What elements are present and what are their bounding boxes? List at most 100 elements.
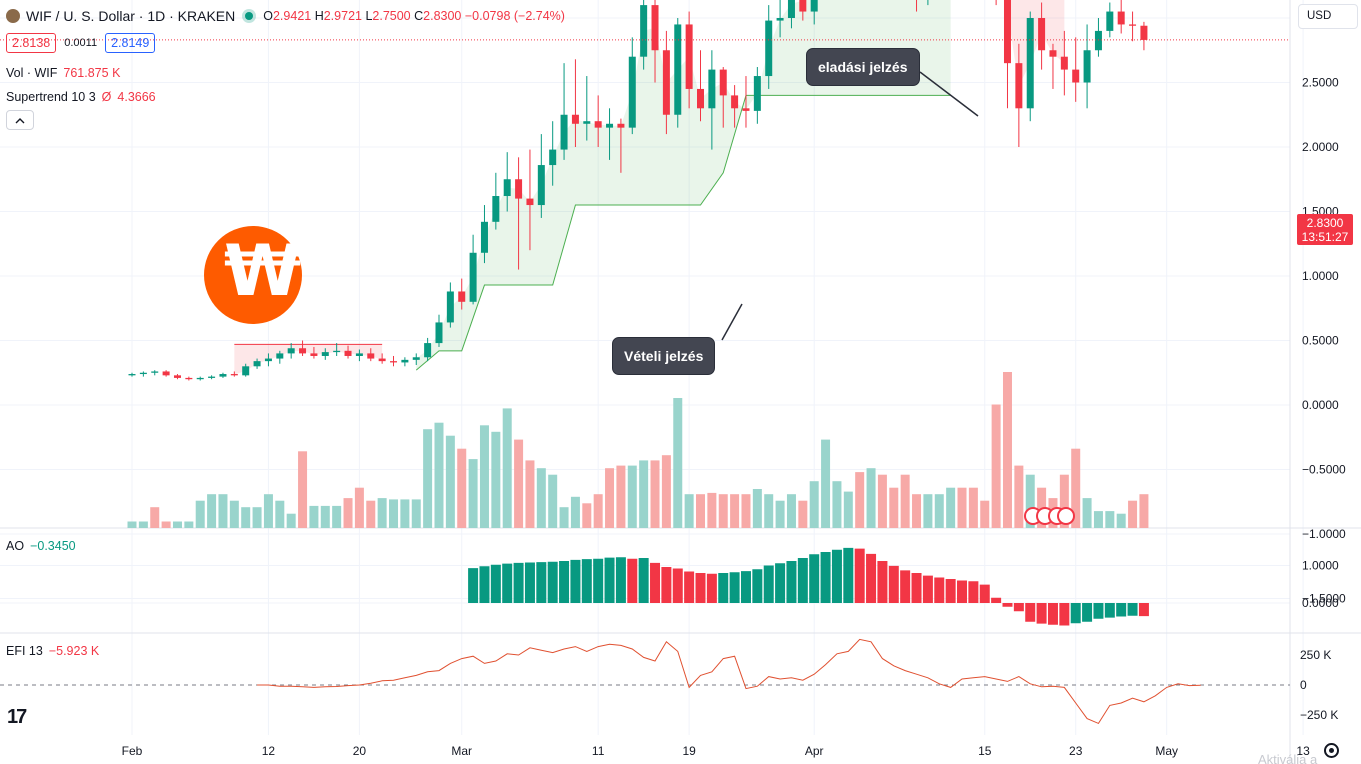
ao-bar: [945, 579, 956, 603]
efi-tick-label: −250 K: [1300, 708, 1338, 722]
volume-bar: [457, 448, 467, 528]
volume-bar: [536, 468, 546, 528]
volume-bar: [411, 499, 421, 528]
volume-bar: [354, 487, 364, 528]
buy-signal-callout: Vételi jelzés: [612, 337, 716, 375]
candle-body: [594, 121, 602, 128]
candle-body: [810, 0, 818, 12]
candle-body: [708, 69, 716, 109]
candle-body: [765, 20, 773, 77]
ao-bar: [1047, 603, 1058, 625]
ao-legend[interactable]: AO −0.3450: [6, 539, 76, 553]
ao-bar: [911, 573, 922, 603]
ao-bar: [888, 565, 899, 603]
volume-bar: [1025, 474, 1035, 528]
volume-legend[interactable]: Vol · WIF 761.875 K: [6, 66, 120, 80]
ao-bar: [1116, 603, 1127, 617]
ao-bar: [786, 561, 797, 603]
volume-bar: [912, 494, 922, 528]
candle-body: [1038, 18, 1046, 51]
currency-select[interactable]: USD: [1298, 4, 1358, 29]
ao-bar: [559, 561, 570, 603]
candle-body: [628, 56, 636, 128]
candle-body: [139, 372, 147, 375]
time-tick-label: Feb: [122, 744, 143, 758]
ao-bar: [1127, 603, 1138, 616]
candle-body: [651, 5, 659, 51]
volume-bar: [366, 500, 376, 528]
coin-icon: [6, 9, 20, 23]
ao-bar: [650, 562, 661, 603]
time-tick-label: Apr: [805, 744, 824, 758]
ao-bar: [627, 558, 638, 603]
supertrend-legend[interactable]: Supertrend 10 3 Ø 4.3666: [6, 90, 156, 104]
volume-bar: [150, 507, 160, 528]
candle-body: [412, 357, 420, 360]
spread-value: 0.0011: [64, 37, 98, 49]
symbol-legend[interactable]: WIF / U. S. Dollar · 1D · KRAKEN O2.9421…: [6, 8, 565, 24]
time-tick-label: 19: [682, 744, 696, 758]
ao-bar: [831, 549, 842, 603]
volume-bar: [605, 468, 615, 528]
ao-bar: [877, 561, 888, 603]
sell-price-button[interactable]: 2.8138: [6, 33, 57, 53]
callout-pointers: [721, 71, 979, 341]
volume-bar: [616, 465, 626, 528]
dogwifhat-logo-icon: ₩: [204, 226, 302, 324]
candle-body: [617, 123, 625, 128]
time-tick-label: May: [1155, 744, 1178, 758]
volume-bar: [479, 425, 489, 528]
candle-body: [333, 350, 341, 353]
volume-bar: [1128, 500, 1138, 528]
volume-bar: [855, 472, 865, 528]
settings-gear-icon[interactable]: [1324, 743, 1339, 758]
price-tick-label: −0.5000: [1302, 463, 1346, 477]
volume-bar: [400, 499, 410, 528]
buy-zone-fill: [416, 0, 951, 371]
collapse-legend-button[interactable]: [6, 110, 34, 130]
ao-bar: [1036, 603, 1047, 624]
candle-body: [731, 95, 739, 109]
ao-bar: [661, 567, 672, 603]
efi-legend[interactable]: EFI 13 −5.923 K: [6, 644, 99, 658]
volume-bar: [900, 474, 910, 528]
volume-bar: [332, 505, 342, 528]
volume-bar: [968, 487, 978, 528]
volume-bar: [889, 487, 899, 528]
ao-bar: [775, 563, 786, 603]
candle-body: [571, 114, 579, 124]
time-tick-label: Mar: [451, 744, 472, 758]
volume-bar: [423, 429, 433, 528]
volume-bar: [127, 521, 137, 528]
candle-body: [287, 348, 295, 354]
candle-body: [1015, 63, 1023, 109]
volume-bar: [923, 494, 933, 528]
volume-bar: [1082, 498, 1092, 528]
volume-bar: [786, 494, 796, 528]
candle-body: [1026, 18, 1034, 109]
volume-bar: [593, 494, 603, 528]
volume-bar: [843, 491, 853, 528]
volume-bar: [980, 500, 990, 528]
candle-body: [640, 5, 648, 57]
ao-bar: [638, 558, 649, 603]
buy-price-button[interactable]: 2.8149: [105, 33, 156, 53]
volume-bar: [730, 494, 740, 528]
time-axis: Feb 12 20 Mar 11 19 Apr 15 23 May 13: [122, 744, 1310, 758]
ao-bar: [1093, 603, 1104, 619]
volume-bar: [1139, 494, 1149, 528]
candle-body: [606, 123, 614, 128]
ao-bar: [729, 572, 740, 603]
symbol-title[interactable]: WIF / U. S. Dollar · 1D · KRAKEN: [26, 8, 236, 24]
event-flags-icon[interactable]: [1024, 507, 1075, 525]
candle-body: [1129, 24, 1137, 26]
candle-body: [1049, 50, 1057, 57]
volume-bar: [1059, 474, 1069, 528]
supertrend-value: 4.3666: [117, 90, 156, 104]
price-tick-label: 2.5000: [1302, 76, 1339, 90]
candle-body: [344, 350, 352, 356]
volume-bar: [377, 498, 387, 528]
tradingview-logo-icon[interactable]: 17: [7, 706, 27, 728]
candle-body: [310, 353, 318, 356]
